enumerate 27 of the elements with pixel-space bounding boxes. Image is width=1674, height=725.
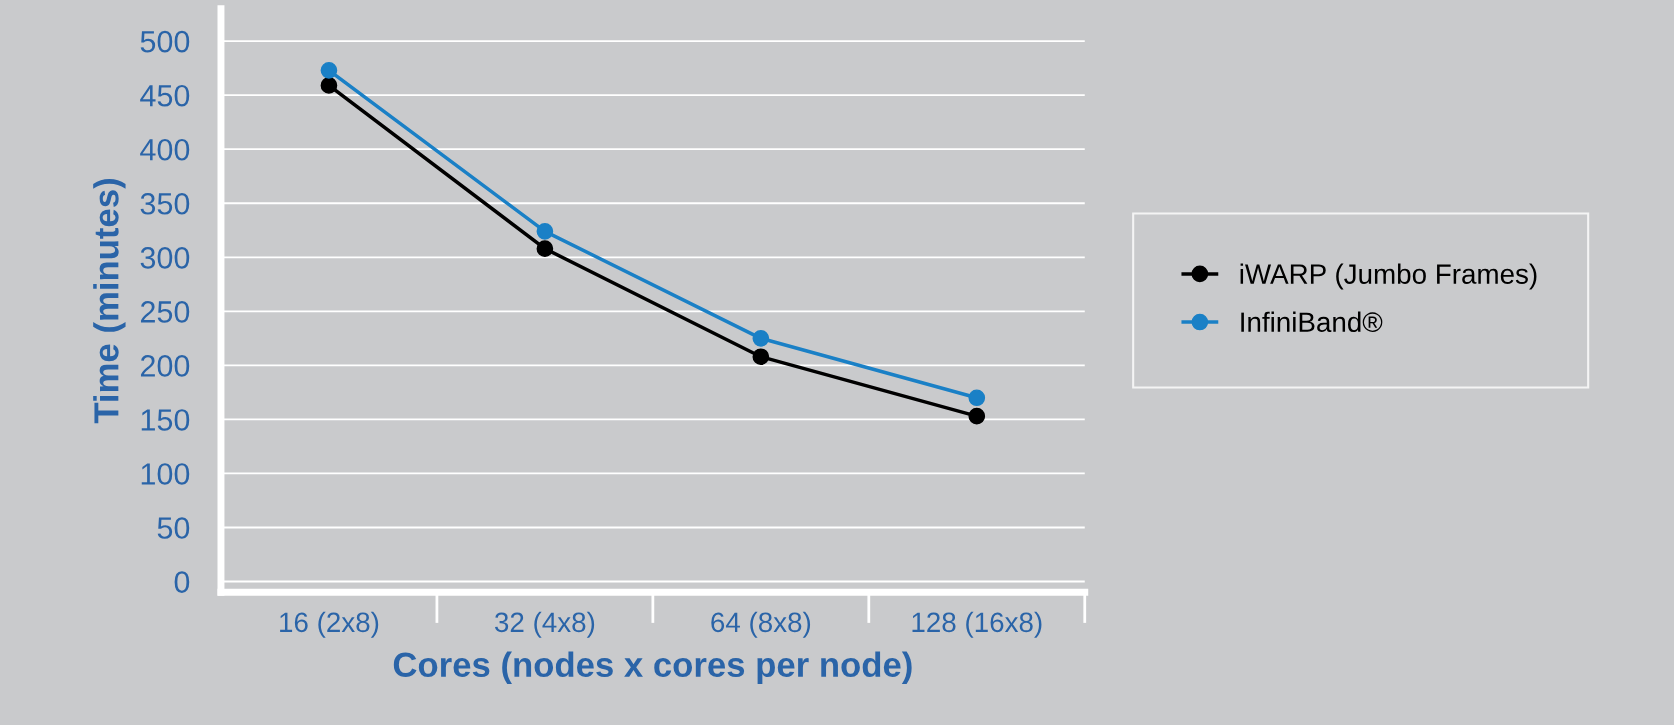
y-tick-label: 500 [140, 30, 190, 53]
y-tick-label: 250 [140, 301, 190, 323]
y-tick-label: 0 [174, 571, 190, 593]
x-axis-title: Cores (nodes x cores per node) [393, 651, 912, 684]
point [536, 223, 554, 240]
x-tick-label: 32 (4x8) [495, 611, 595, 638]
y-tick-label: 50 [157, 517, 190, 539]
x-tick-label: 16 (2x8) [280, 611, 379, 638]
y-tick-label: 400 [140, 138, 190, 161]
point [320, 61, 338, 79]
x-tick-label: 64 (8x8) [711, 611, 811, 638]
point [968, 407, 986, 425]
point [320, 77, 338, 94]
y-tick-label: 450 [140, 84, 190, 107]
y-tick-label: 350 [140, 192, 190, 215]
point [752, 348, 770, 366]
y-tick-label: 150 [141, 409, 190, 431]
y-tick-label: 100 [141, 463, 190, 485]
point [536, 240, 554, 257]
point [752, 330, 770, 347]
y-tick-label: 300 [140, 247, 190, 269]
x-tick-label: 128 (16x8) [912, 611, 1042, 638]
point [968, 389, 986, 407]
legend-label: InfiniBand® [1241, 311, 1383, 333]
legend-label: iWARP (Jumbo Frames) [1240, 263, 1537, 290]
y-tick-label: 200 [140, 355, 190, 377]
y-axis-title: Time (minutes) [93, 179, 126, 424]
